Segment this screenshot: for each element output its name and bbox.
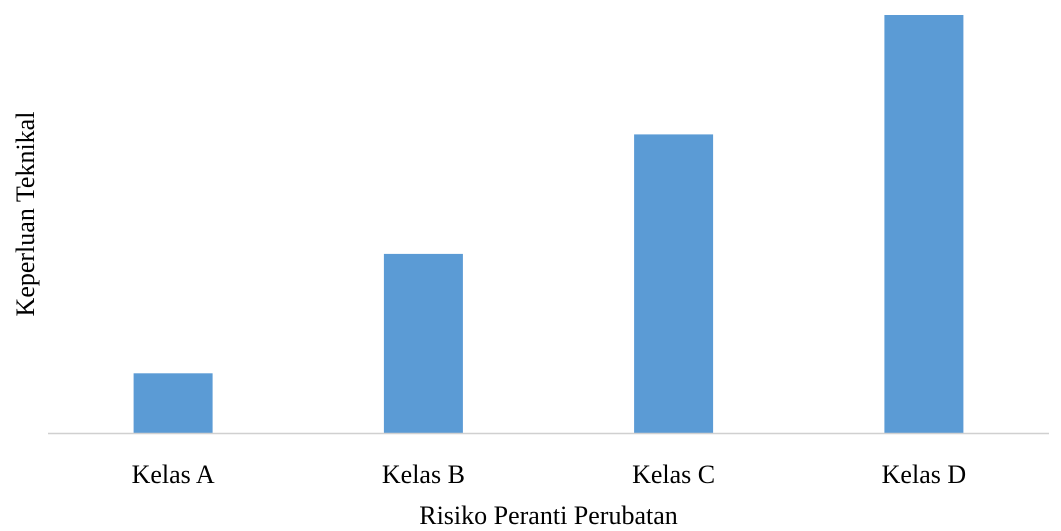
x-tick-label: Kelas A [132, 460, 215, 489]
x-tick-label: Kelas D [882, 460, 966, 489]
bar-kelas-c [634, 134, 714, 433]
bars-group [133, 15, 964, 433]
x-axis-title: Risiko Peranti Perubatan [419, 501, 678, 530]
x-tick-labels: Kelas A Kelas B Kelas C Kelas D [132, 460, 967, 489]
x-tick-label: Kelas B [382, 460, 465, 489]
y-axis-title: Keperluan Teknikal [11, 112, 40, 317]
bar-kelas-a [133, 373, 213, 433]
bar-kelas-d [884, 15, 964, 433]
bar-kelas-b [383, 253, 463, 433]
x-tick-label: Kelas C [632, 460, 715, 489]
